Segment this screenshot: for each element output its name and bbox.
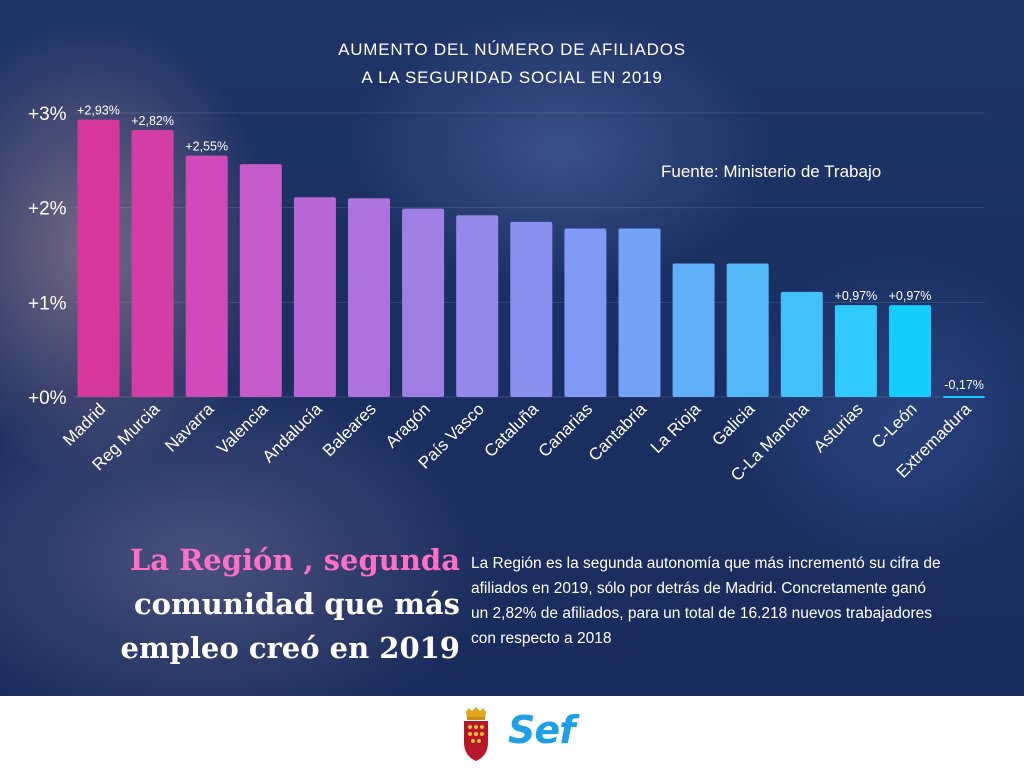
bar xyxy=(672,263,715,397)
data-label: +0,97% xyxy=(889,289,932,303)
x-tick-label: Navarra xyxy=(161,399,218,456)
chart-data-labels: +2,93% +2,82% +2,55% +0,97% +0,97% -0,17% xyxy=(77,104,984,392)
chart-source: Fuente: Ministerio de Trabajo xyxy=(661,162,882,181)
x-tick-label: Baleares xyxy=(319,399,380,460)
chart-title: AUMENTO DEL NÚMERO DE AFILIADOS A LA SEG… xyxy=(0,36,1024,92)
footer-bar xyxy=(0,696,1024,768)
y-tick-label: +0% xyxy=(28,388,67,409)
bar xyxy=(131,130,174,398)
bar xyxy=(185,155,228,397)
x-tick-label: Asturias xyxy=(810,399,867,456)
data-label: +2,93% xyxy=(77,104,120,118)
bar xyxy=(510,221,553,397)
headline-highlight: La Región , segunda xyxy=(129,543,460,577)
x-tick-label: La Rioja xyxy=(647,399,705,457)
region-crest-logo xyxy=(464,707,488,761)
x-tick-label: Galicia xyxy=(708,399,759,450)
x-tick-label: Andalucía xyxy=(259,399,326,466)
sef-logo: Sef xyxy=(508,708,576,752)
x-tick-label: C-León xyxy=(868,399,921,452)
x-tick-label: Aragón xyxy=(382,399,434,451)
bar xyxy=(348,198,390,397)
y-tick-label: +1% xyxy=(28,293,67,314)
headline: La Región , segunda comunidad que más em… xyxy=(80,538,461,670)
x-tick-label: Cantabria xyxy=(585,399,651,465)
data-label: +2,82% xyxy=(131,114,174,128)
data-label: +2,55% xyxy=(185,140,228,154)
bar xyxy=(239,164,282,397)
x-tick-label: Cataluña xyxy=(481,399,543,461)
headline-line-3: empleo creó en 2019 xyxy=(120,631,461,665)
bar xyxy=(780,291,823,397)
bar-chart: +0% +1% +2% +3% +2,93% +2,82% +2,55% +0,97% +0,… xyxy=(28,104,986,485)
bar xyxy=(402,208,445,397)
bar xyxy=(293,197,336,397)
bar xyxy=(943,396,986,398)
bar xyxy=(564,228,607,397)
bar xyxy=(618,228,661,397)
chart-bars xyxy=(77,119,986,398)
bar xyxy=(726,263,769,397)
chart-title-line-2: A LA SEGURIDAD SOCIAL EN 2019 xyxy=(361,68,663,87)
y-tick-label: +3% xyxy=(28,104,67,125)
bar xyxy=(889,305,931,397)
bar xyxy=(834,305,877,397)
headline-line-2: comunidad que más xyxy=(133,587,460,621)
description-text: La Región es la segunda autonomía que má… xyxy=(471,555,941,647)
bar xyxy=(456,215,499,397)
y-axis: +0% +1% +2% +3% xyxy=(28,104,67,409)
y-tick-label: +2% xyxy=(28,199,67,220)
chart-title-line-1: AUMENTO DEL NÚMERO DE AFILIADOS xyxy=(338,40,686,59)
bar xyxy=(77,119,120,398)
data-label: -0,17% xyxy=(944,378,984,392)
data-label: +0,97% xyxy=(835,289,878,303)
x-tick-label: Madrid xyxy=(59,399,109,449)
